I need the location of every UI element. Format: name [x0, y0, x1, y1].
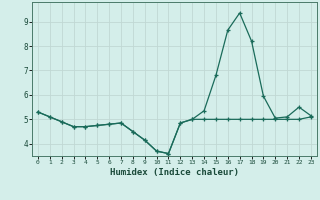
X-axis label: Humidex (Indice chaleur): Humidex (Indice chaleur) — [110, 168, 239, 177]
